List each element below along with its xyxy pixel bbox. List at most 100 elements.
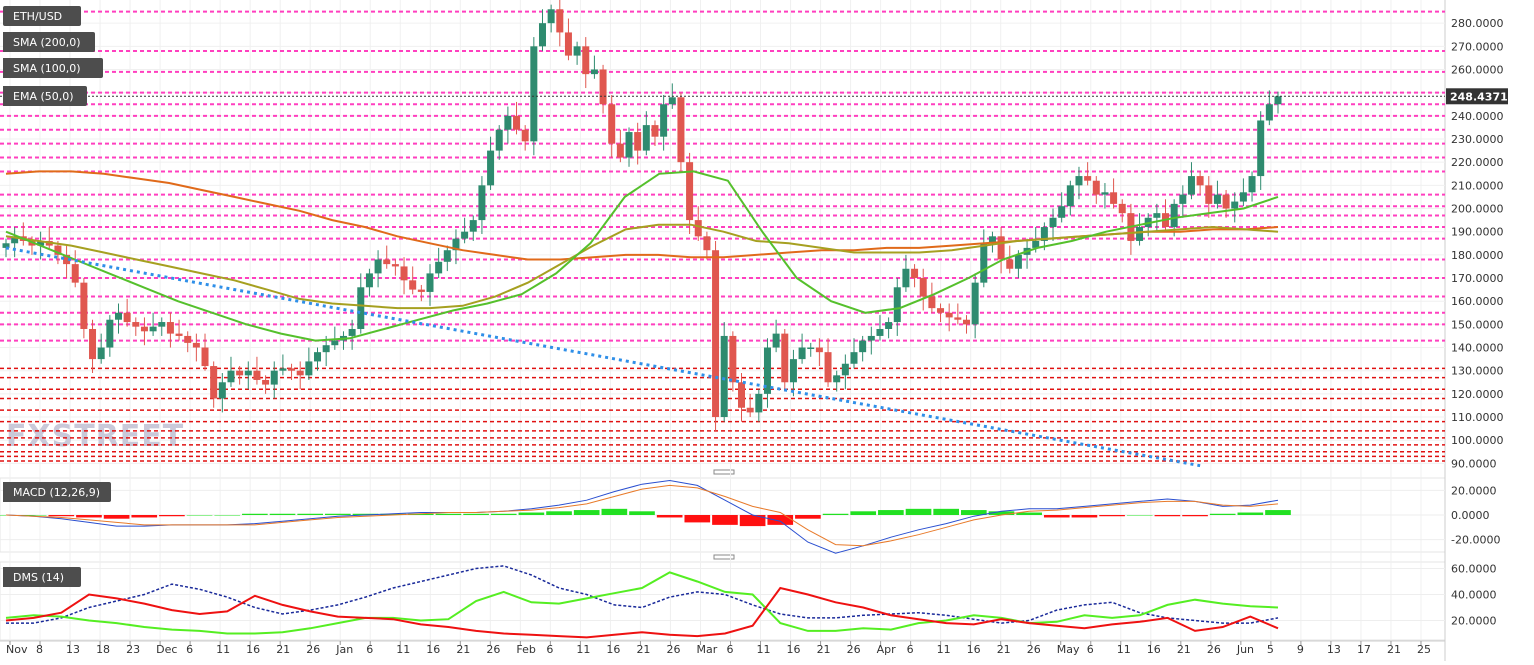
- candle: [184, 331, 192, 353]
- x-tick-label: 6: [907, 643, 914, 656]
- legend-label: EMA (50,0): [13, 90, 74, 103]
- candle: [192, 333, 200, 362]
- x-tick-label: 16: [606, 643, 620, 656]
- x-tick-label: 16: [787, 643, 801, 656]
- x-tick-label: 11: [937, 643, 951, 656]
- candle-body: [1136, 227, 1144, 241]
- histogram-bar: [629, 511, 655, 515]
- legend-label: MACD (12,26,9): [13, 486, 100, 499]
- candle: [1092, 176, 1100, 204]
- candle-body: [824, 352, 832, 383]
- histogram-bar: [988, 511, 1015, 515]
- candle: [331, 326, 339, 350]
- candle-body: [1014, 254, 1022, 269]
- candle: [677, 92, 685, 172]
- legend-swatch: [3, 32, 6, 52]
- x-tick-label: 11: [396, 643, 410, 656]
- legend-tag-bg: [3, 567, 81, 587]
- y-tick-label: 190.0000: [1451, 226, 1504, 239]
- x-tick-label: 6: [186, 643, 193, 656]
- candle-body: [1032, 240, 1040, 248]
- candle-body: [1274, 96, 1282, 105]
- y-tick-label: -20.0000: [1451, 534, 1500, 547]
- candle: [980, 229, 988, 288]
- candle-body: [556, 9, 564, 33]
- histogram-bar: [325, 513, 351, 515]
- candle: [1118, 199, 1126, 223]
- candle: [227, 356, 235, 387]
- candle: [703, 231, 711, 260]
- candle: [140, 317, 148, 346]
- candle-body: [772, 333, 780, 348]
- candle: [850, 338, 858, 369]
- candle: [487, 136, 495, 190]
- x-tick-label: Jan: [335, 643, 353, 656]
- candle-body: [348, 328, 356, 336]
- candle: [954, 303, 962, 325]
- histogram-bar: [407, 513, 434, 515]
- candle: [1248, 171, 1256, 202]
- candle: [357, 273, 365, 334]
- last-price-tag: [1446, 88, 1508, 105]
- candle-body: [660, 104, 668, 137]
- candle-body: [426, 273, 434, 292]
- histogram-bar: [131, 515, 158, 518]
- candle-body: [867, 335, 875, 341]
- candle-body: [971, 282, 979, 325]
- x-tick-label: Apr: [877, 643, 897, 656]
- candle-body: [1179, 194, 1187, 204]
- x-tick-label: 16: [967, 643, 981, 656]
- candle: [11, 227, 19, 258]
- x-tick-label: 16: [1147, 643, 1161, 656]
- candle-body: [1153, 213, 1161, 218]
- histogram-bar: [1265, 510, 1291, 515]
- y-tick-label: 280.0000: [1451, 17, 1504, 30]
- panel-resize-handle: [713, 469, 735, 475]
- candle-body: [616, 143, 624, 158]
- histogram-bar: [20, 515, 47, 516]
- candle: [833, 370, 841, 392]
- candle-body: [400, 266, 408, 281]
- candle: [80, 278, 88, 339]
- candle-body: [1101, 192, 1109, 195]
- candle: [348, 319, 356, 350]
- x-tick-label: 21: [1387, 643, 1401, 656]
- sma100-legend: SMA (100,0): [3, 58, 103, 78]
- histogram-bar: [573, 510, 600, 515]
- candle-body: [469, 220, 477, 232]
- candle-body: [106, 319, 114, 348]
- candle-body: [634, 132, 642, 151]
- watermark-logo: FXSTREET: [6, 419, 184, 454]
- candle-body: [391, 264, 399, 267]
- candle-body: [1257, 120, 1265, 177]
- x-tick-label: 9: [1297, 643, 1304, 656]
- histogram-bar: [490, 513, 517, 515]
- candle-body: [365, 273, 373, 288]
- candle-body: [902, 268, 910, 288]
- x-tick-label: Jun: [1236, 643, 1254, 656]
- candle-body: [1006, 259, 1014, 269]
- candle: [1231, 192, 1239, 223]
- y-tick-label: 230.0000: [1451, 133, 1504, 146]
- candle: [824, 338, 832, 387]
- candle: [383, 245, 391, 269]
- candle-body: [210, 366, 218, 399]
- candle: [1101, 183, 1109, 209]
- candle-body: [651, 125, 659, 137]
- instrument-tag: ETH/USD: [3, 6, 81, 26]
- candle-body: [538, 23, 546, 47]
- histogram-bar: [242, 513, 268, 515]
- candle: [417, 284, 425, 302]
- histogram-bar: [739, 515, 766, 527]
- candle-body: [1231, 201, 1239, 209]
- ema50-legend: EMA (50,0): [3, 86, 87, 106]
- x-tick-label: Dec: [156, 643, 177, 656]
- histogram-bar: [712, 515, 738, 525]
- candle: [616, 129, 624, 163]
- x-tick-label: 26: [1207, 643, 1221, 656]
- dms-panel: [0, 561, 1446, 641]
- candle: [253, 356, 261, 385]
- candle-body: [850, 352, 858, 364]
- histogram-bar: [103, 515, 130, 519]
- candle-body: [262, 379, 270, 385]
